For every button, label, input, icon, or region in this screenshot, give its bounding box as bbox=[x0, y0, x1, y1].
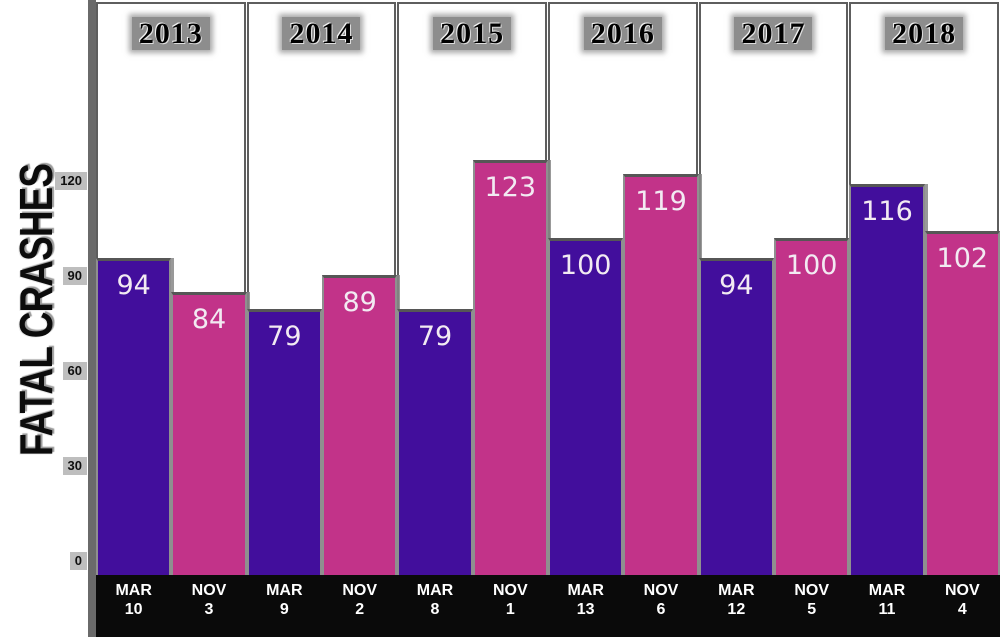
bar-value-label: 119 bbox=[635, 185, 687, 217]
bar-2013-nov: 84 bbox=[171, 291, 247, 575]
year-label: 2016 bbox=[583, 17, 662, 50]
year-label: 2013 bbox=[131, 17, 210, 50]
y-tick-label-90: 90 bbox=[62, 266, 87, 285]
bar-2016-mar: 100 bbox=[548, 238, 624, 575]
x-axis-label-line: NOV bbox=[191, 582, 227, 599]
x-axis-label-line: NOV bbox=[944, 582, 980, 599]
x-axis-label-2013-nov: NOV 3 bbox=[171, 581, 246, 619]
x-axis-label-line: 8 bbox=[430, 601, 440, 618]
bar-2018-nov: 102 bbox=[924, 231, 1000, 575]
x-axis-label-line: 3 bbox=[204, 601, 214, 618]
bar-value-label: 84 bbox=[191, 303, 227, 335]
y-axis-line bbox=[88, 0, 96, 637]
bar-value-label: 79 bbox=[417, 320, 453, 352]
bar-value-label: 100 bbox=[785, 250, 838, 281]
bar-2013-mar: 94 bbox=[96, 258, 172, 575]
x-axis-label-2017-mar: MAR 12 bbox=[699, 581, 774, 619]
bar-2017-nov: 100 bbox=[774, 238, 850, 575]
bar-2014-nov: 89 bbox=[322, 275, 398, 575]
year-label: 2018 bbox=[885, 17, 964, 50]
bar-value-label: 100 bbox=[559, 250, 612, 281]
x-axis-label-line: 11 bbox=[878, 601, 896, 618]
x-axis-strip bbox=[96, 575, 1000, 637]
bar-value-label: 123 bbox=[484, 172, 537, 204]
x-axis-label-line: MAR bbox=[567, 582, 604, 599]
bar-value-label: 79 bbox=[267, 320, 302, 352]
x-axis-label-line: MAR bbox=[115, 582, 152, 599]
year-label: 2017 bbox=[734, 17, 813, 50]
x-axis-label-line: 6 bbox=[656, 601, 666, 618]
x-axis-label-2018-nov: NOV 4 bbox=[925, 581, 1000, 619]
x-axis-label-line: MAR bbox=[718, 582, 755, 599]
x-axis-label-2015-nov: NOV 1 bbox=[473, 581, 548, 619]
year-label: 2014 bbox=[282, 17, 361, 50]
bar-2015-mar: 79 bbox=[397, 308, 473, 575]
x-axis-label-2018-mar: MAR 11 bbox=[849, 581, 924, 619]
x-axis-label-line: NOV bbox=[492, 582, 528, 599]
x-axis-label-2013-mar: MAR 10 bbox=[96, 581, 171, 619]
y-tick-label-30: 30 bbox=[62, 456, 87, 475]
year-label: 2015 bbox=[433, 17, 512, 50]
bar-2015-nov: 123 bbox=[472, 160, 548, 575]
bar-2014-mar: 79 bbox=[246, 308, 322, 575]
x-axis-label-line: NOV bbox=[794, 582, 829, 599]
x-axis-label-line: NOV bbox=[643, 582, 679, 599]
x-axis-label-line: MAR bbox=[266, 582, 303, 599]
y-tick-label-0: 0 bbox=[69, 552, 87, 570]
x-axis-label-2017-nov: NOV 5 bbox=[774, 581, 849, 619]
bar-value-label: 94 bbox=[719, 270, 754, 302]
x-axis-label-line: 2 bbox=[355, 601, 365, 618]
x-axis-label-line: 9 bbox=[279, 601, 289, 618]
y-axis-title: FATAL CRASHES bbox=[10, 163, 62, 457]
bar-2016-nov: 119 bbox=[623, 173, 699, 575]
x-axis-label-line: MAR bbox=[416, 582, 454, 599]
x-axis-label-2014-nov: NOV 2 bbox=[322, 581, 397, 619]
bar-value-label: 116 bbox=[861, 196, 913, 228]
x-axis-label-2016-mar: MAR 13 bbox=[548, 581, 623, 619]
x-axis-label-line: 5 bbox=[807, 601, 817, 618]
x-axis-label-line: NOV bbox=[342, 582, 377, 599]
bar-value-label: 94 bbox=[116, 270, 151, 302]
bar-2017-mar: 94 bbox=[698, 258, 774, 575]
x-axis-label-line: 12 bbox=[727, 601, 746, 618]
x-axis-label-2015-mar: MAR 8 bbox=[397, 581, 472, 619]
x-axis-label-line: 10 bbox=[124, 601, 143, 618]
y-tick-label-120: 120 bbox=[55, 171, 87, 190]
y-tick-label-60: 60 bbox=[62, 361, 87, 380]
x-axis-label-line: MAR bbox=[868, 582, 906, 599]
bar-2018-mar: 116 bbox=[849, 184, 925, 575]
x-axis-label-2016-nov: NOV 6 bbox=[623, 581, 698, 619]
bar-value-label: 89 bbox=[342, 287, 377, 319]
x-axis-label-line: 13 bbox=[576, 601, 595, 618]
x-axis-label-line: 1 bbox=[505, 601, 515, 618]
bar-value-label: 102 bbox=[936, 243, 989, 275]
x-axis-label-2014-mar: MAR 9 bbox=[247, 581, 322, 619]
x-axis-label-line: 4 bbox=[957, 601, 967, 618]
